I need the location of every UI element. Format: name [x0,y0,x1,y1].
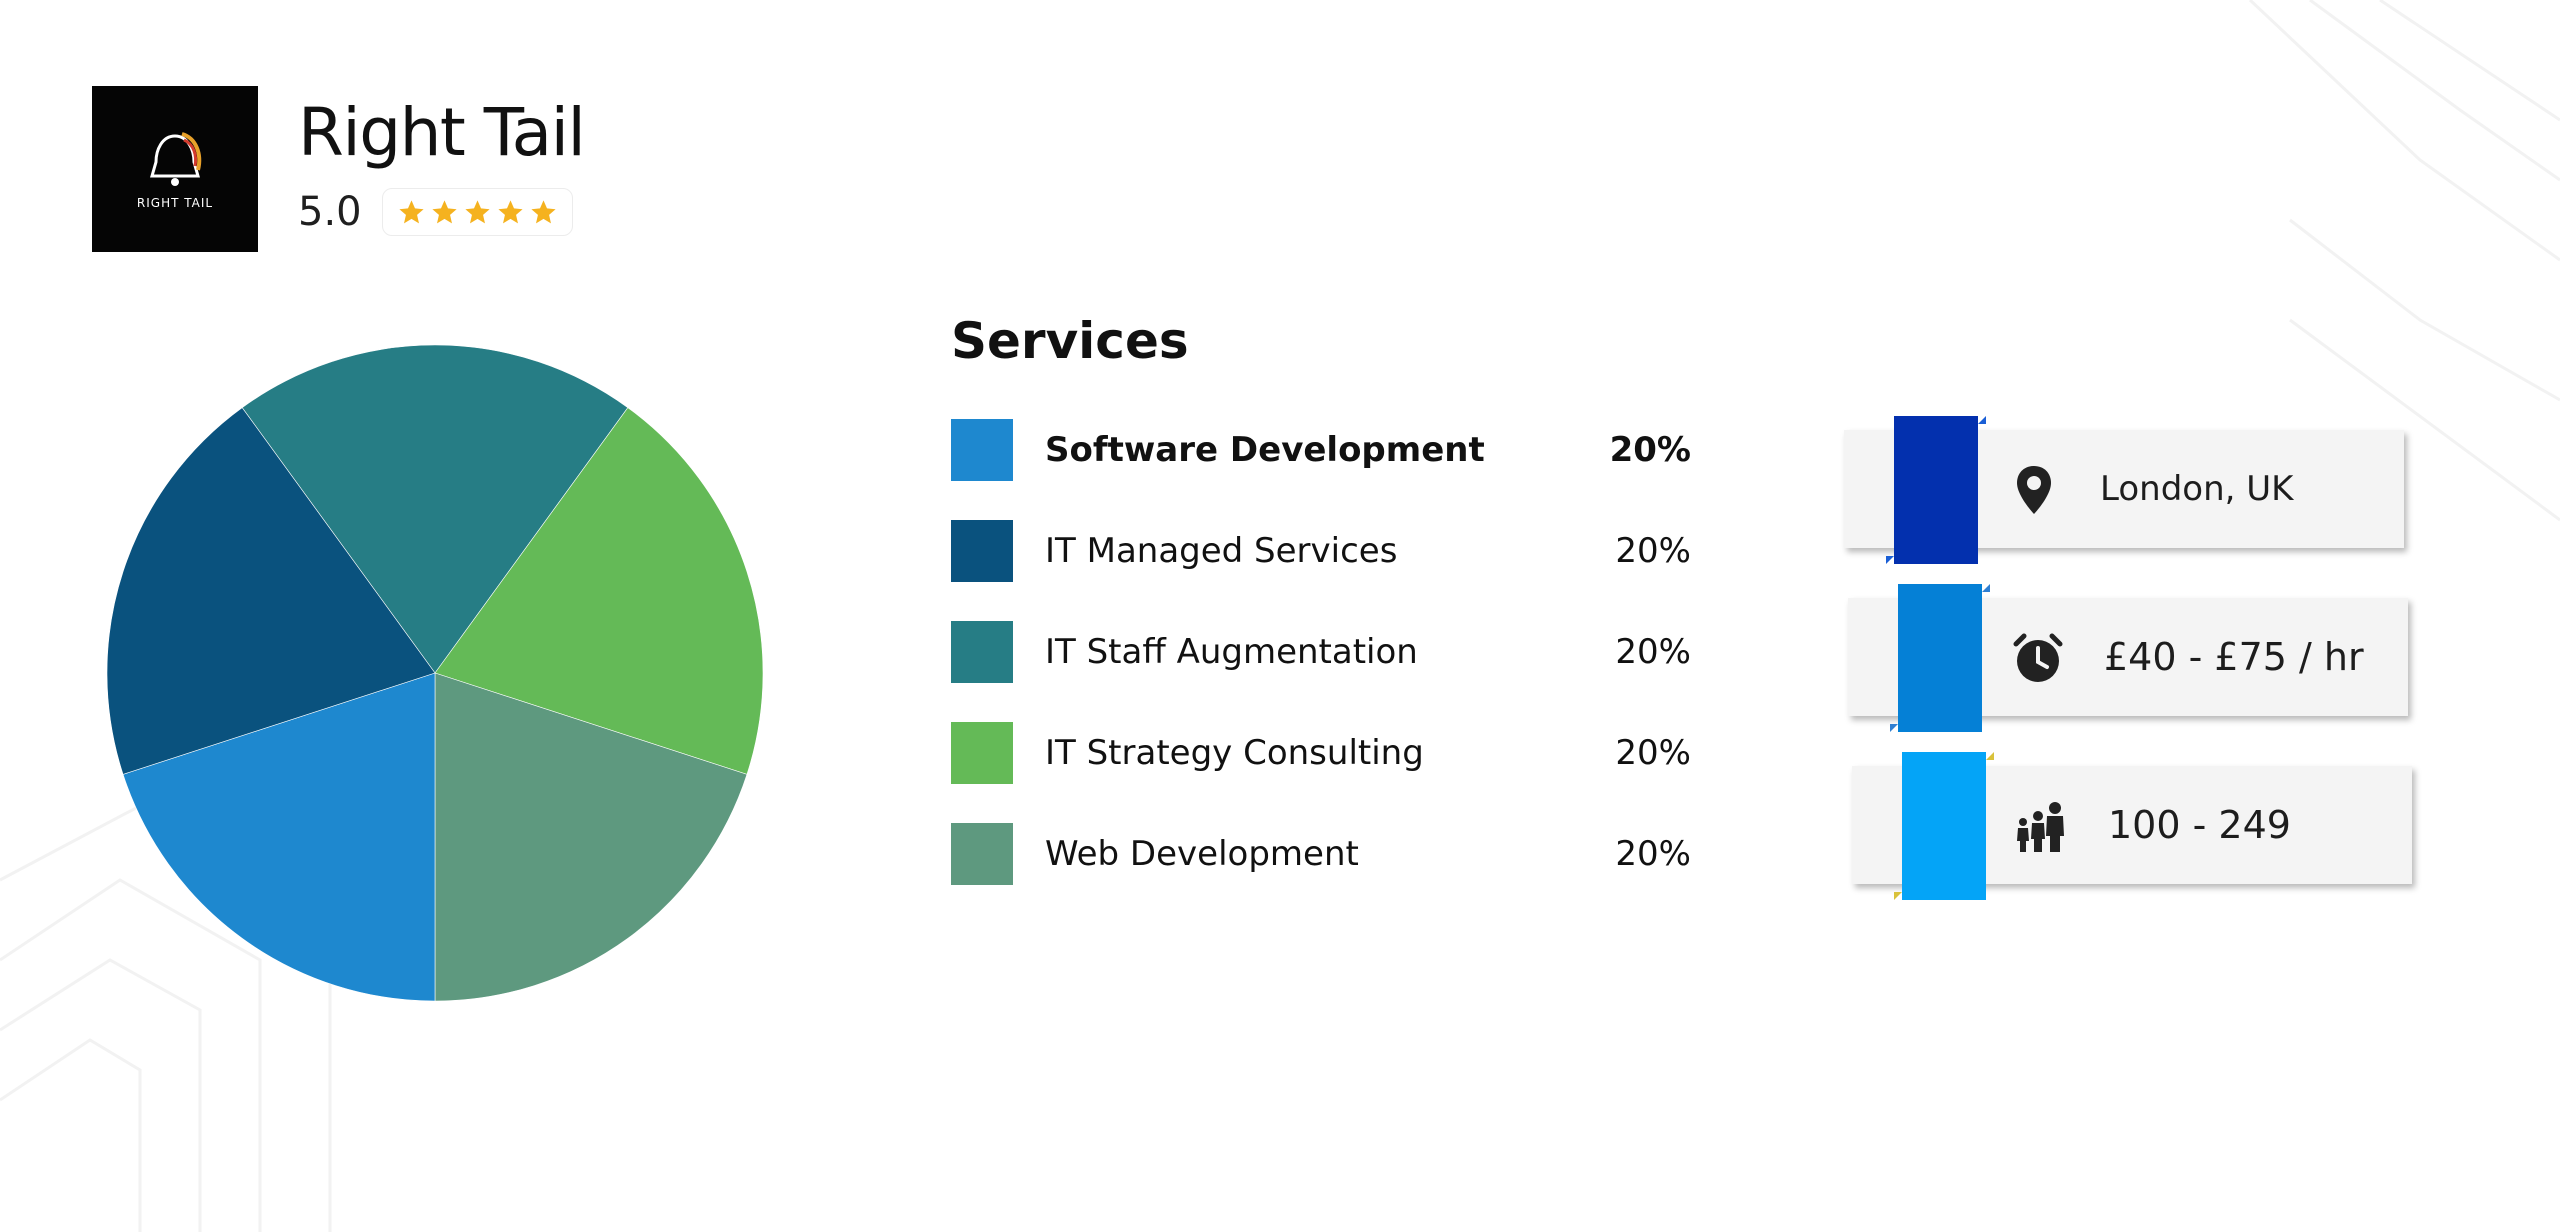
legend-label: IT Managed Services [1045,531,1398,571]
legend-percent: 20% [1615,733,1691,773]
star-icon [465,199,490,223]
company-logo: RIGHT TAIL [92,86,258,252]
hourly-rate-text: £40 - £75 / hr [2104,635,2364,679]
card-ribbon [1886,416,1986,564]
legend-item-web-development[interactable]: Web Development 20% [951,823,1691,885]
company-size-text: 100 - 249 [2108,803,2291,847]
location-pin-icon [2017,466,2051,514]
bell-logo-icon [150,132,202,186]
pie-slice-it-managed-services[interactable] [106,407,436,775]
location-text: London, UK [2100,469,2294,509]
legend-label: Software Development [1045,430,1485,470]
pie-slice-web-development[interactable] [434,672,748,1002]
legend-label: IT Strategy Consulting [1045,733,1424,773]
legend-swatch [951,419,1013,481]
legend-percent: 20% [1615,632,1691,672]
alarm-clock-icon [2013,633,2063,682]
legend-item-software-development[interactable]: Software Development 20% [951,419,1691,481]
legend-swatch [951,520,1013,582]
card-ribbon [1890,584,1990,732]
company-size-card: 100 - 249 [1852,752,2412,900]
legend-swatch [951,722,1013,784]
star-rating [381,188,573,236]
star-icon [399,199,424,223]
services-pie-chart [100,338,770,1008]
legend-percent: 20% [1615,834,1691,874]
logo-text: RIGHT TAIL [136,196,214,210]
services-legend: Software Development 20% IT Managed Serv… [951,419,1691,924]
rating-value: 5.0 [298,189,362,235]
legend-percent: 20% [1615,531,1691,571]
legend-item-it-staff-augmentation[interactable]: IT Staff Augmentation 20% [951,621,1691,683]
pie-slice-software-development[interactable] [122,672,436,1002]
legend-label: Web Development [1045,834,1359,874]
pie-slice-it-strategy-consulting[interactable] [434,407,764,775]
card-ribbon [1894,752,1994,900]
company-name: Right Tail [298,94,586,171]
legend-swatch [951,621,1013,683]
hourly-rate-card: £40 - £75 / hr [1848,584,2408,732]
legend-swatch [951,823,1013,885]
star-icon [498,199,523,223]
rating: 5.0 [298,188,573,236]
people-group-icon [2017,802,2064,852]
location-card: London, UK [1844,416,2404,564]
services-title: Services [951,312,1189,370]
pie-slice-it-staff-augmentation[interactable] [241,344,629,674]
legend-percent: 20% [1609,430,1691,470]
legend-item-it-managed-services[interactable]: IT Managed Services 20% [951,520,1691,582]
star-icon [531,199,556,223]
legend-label: IT Staff Augmentation [1045,632,1418,672]
legend-item-it-strategy-consulting[interactable]: IT Strategy Consulting 20% [951,722,1691,784]
star-icon [432,199,457,223]
